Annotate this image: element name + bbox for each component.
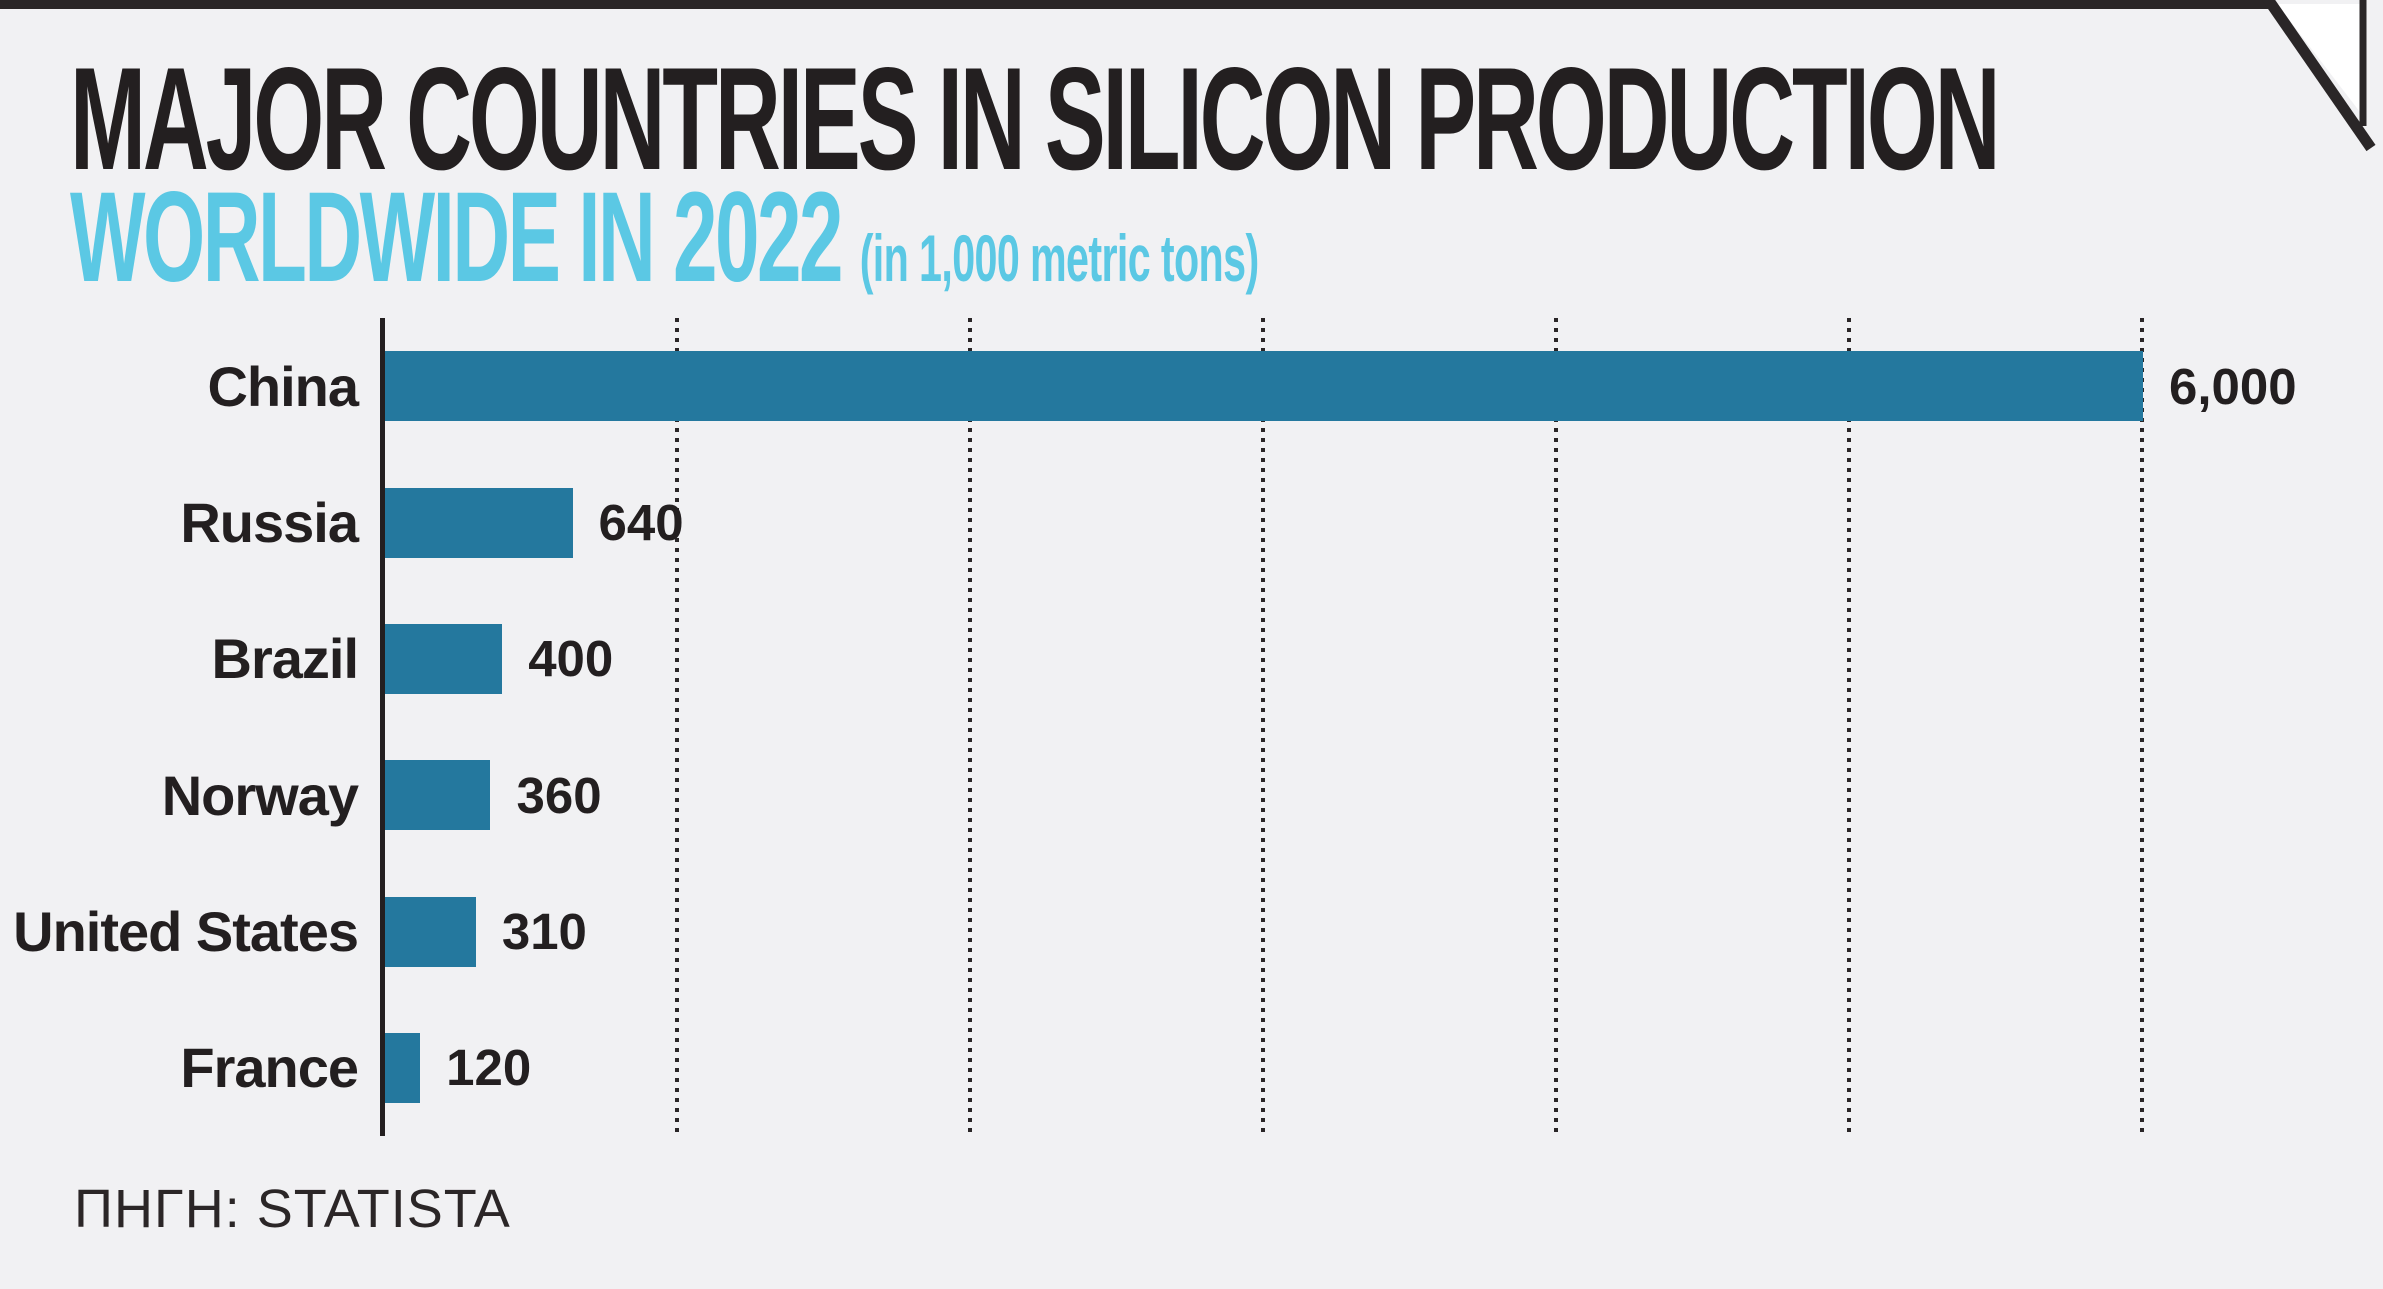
- subtitle-row: WORLDWIDE IN 2022 (in 1,000 metric tons): [70, 174, 2383, 302]
- bar-china: [385, 351, 2143, 422]
- value-label-china: 6,000: [2169, 357, 2297, 415]
- value-label-brazil: 400: [528, 630, 614, 688]
- top-border-bar: [0, 0, 2272, 9]
- chart-subtitle-text: WORLDWIDE IN 2022: [70, 166, 843, 309]
- bar-france: [385, 1032, 421, 1103]
- category-label-united-states: United States: [13, 899, 359, 963]
- value-label-france: 120: [446, 1039, 532, 1097]
- folded-corner-white-triangle: [2277, 4, 2363, 116]
- chart-unit-note: (in 1,000 metric tons): [859, 221, 1260, 295]
- source-attribution: ΠΗΓΗ: STATISTA: [74, 1179, 511, 1239]
- gridline-1000: [675, 318, 679, 1136]
- bar-chart: China 6,000 Russia 640 Brazil 400 Norway 360 Uni…: [0, 318, 2383, 1136]
- chart-subtitle: WORLDWIDE IN 2022 (in 1,000 metric tons): [70, 174, 1259, 302]
- value-label-norway: 360: [516, 766, 602, 824]
- category-label-russia: Russia: [180, 490, 359, 554]
- folded-corner-diagonal-line: [2261, 0, 2376, 152]
- chart-title: MAJOR COUNTRIES IN SILICON PRODUCTION: [70, 37, 2001, 200]
- value-label-united-states: 310: [501, 902, 587, 960]
- gridline-3000: [1261, 318, 1265, 1136]
- bar-russia: [385, 487, 573, 558]
- folded-corner-icon: [2261, 0, 2376, 152]
- gridline-4000: [1554, 318, 1558, 1136]
- category-label-brazil: Brazil: [211, 627, 360, 691]
- bar-united-states: [385, 896, 476, 967]
- y-axis-line: [380, 318, 385, 1136]
- category-label-norway: Norway: [161, 763, 359, 827]
- header: MAJOR COUNTRIES IN SILICON PRODUCTION WO…: [70, 46, 2383, 302]
- category-label-china: China: [207, 354, 359, 418]
- value-label-russia: 640: [598, 493, 684, 551]
- bar-norway: [385, 760, 491, 831]
- gridline-2000: [968, 318, 972, 1136]
- gridline-5000: [1847, 318, 1851, 1136]
- bar-brazil: [385, 623, 503, 694]
- category-label-france: France: [180, 1036, 359, 1100]
- gridline-6000: [2140, 318, 2144, 1136]
